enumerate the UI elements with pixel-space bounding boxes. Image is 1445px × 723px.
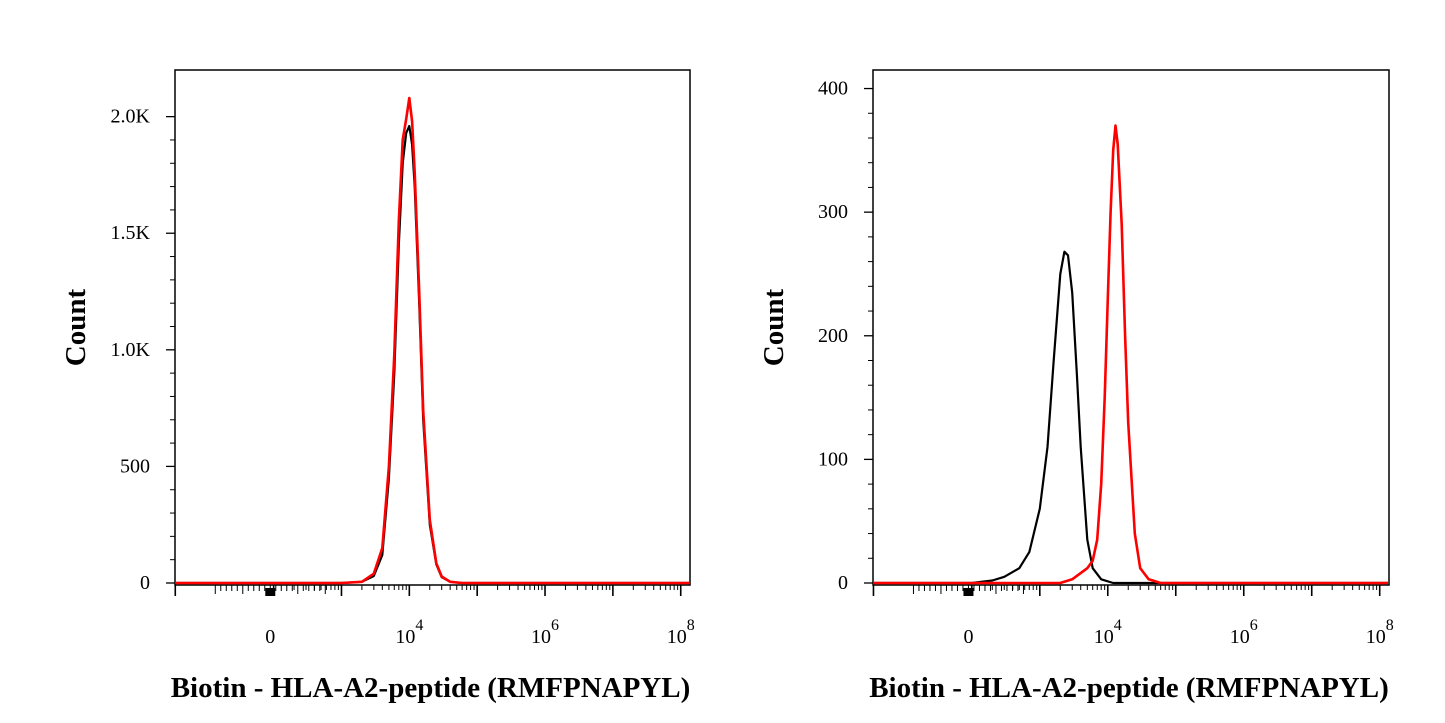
histogram-series-red <box>176 96 689 585</box>
zero-marker <box>963 588 974 596</box>
y-tick-label: 1.0K <box>111 339 151 361</box>
x-tick-label: 108 <box>1366 617 1394 648</box>
x-tick-label: 106 <box>1230 617 1258 648</box>
zero-marker <box>265 588 276 596</box>
y-tick-label: 300 <box>818 201 848 223</box>
x-axis-label: Biotin - HLA-A2-peptide (RMFPNAPYL) <box>869 672 1389 704</box>
x-tick-label: 104 <box>1094 617 1122 648</box>
y-axis-label: Count <box>60 288 92 366</box>
y-tick-label: 2.0K <box>111 106 151 128</box>
plot-frame <box>872 69 1390 586</box>
y-tick-label: 500 <box>120 455 150 477</box>
histogram-series-black <box>874 250 1388 585</box>
x-tick-label: 104 <box>395 617 423 648</box>
histogram-panel-left: 0 500 1.0K 1.5K 2.0K 0 104 106 108 Biotin - HLA-A… <box>60 69 695 704</box>
y-tick-label: 0 <box>140 572 150 594</box>
x-tick-label: 0 <box>963 626 973 648</box>
x-tick-label: 106 <box>531 617 559 648</box>
y-tick-label: 0 <box>838 572 848 594</box>
plot-frame <box>174 69 691 586</box>
y-tick-label: 1.5K <box>111 222 151 244</box>
histogram-series-black <box>176 124 689 585</box>
x-tick-label: 0 <box>265 626 275 648</box>
y-tick-label: 400 <box>818 78 848 100</box>
histogram-series-red <box>874 124 1388 585</box>
histogram-panel-right: 0 100 200 300 400 0 104 106 108 Biotin - HLA-A2-p… <box>758 69 1394 704</box>
y-axis-label: Count <box>758 288 790 366</box>
x-axis-label: Biotin - HLA-A2-peptide (RMFPNAPYL) <box>171 672 691 704</box>
x-tick-label: 108 <box>667 617 695 648</box>
y-tick-label: 200 <box>818 325 848 347</box>
y-tick-label: 100 <box>818 448 848 470</box>
